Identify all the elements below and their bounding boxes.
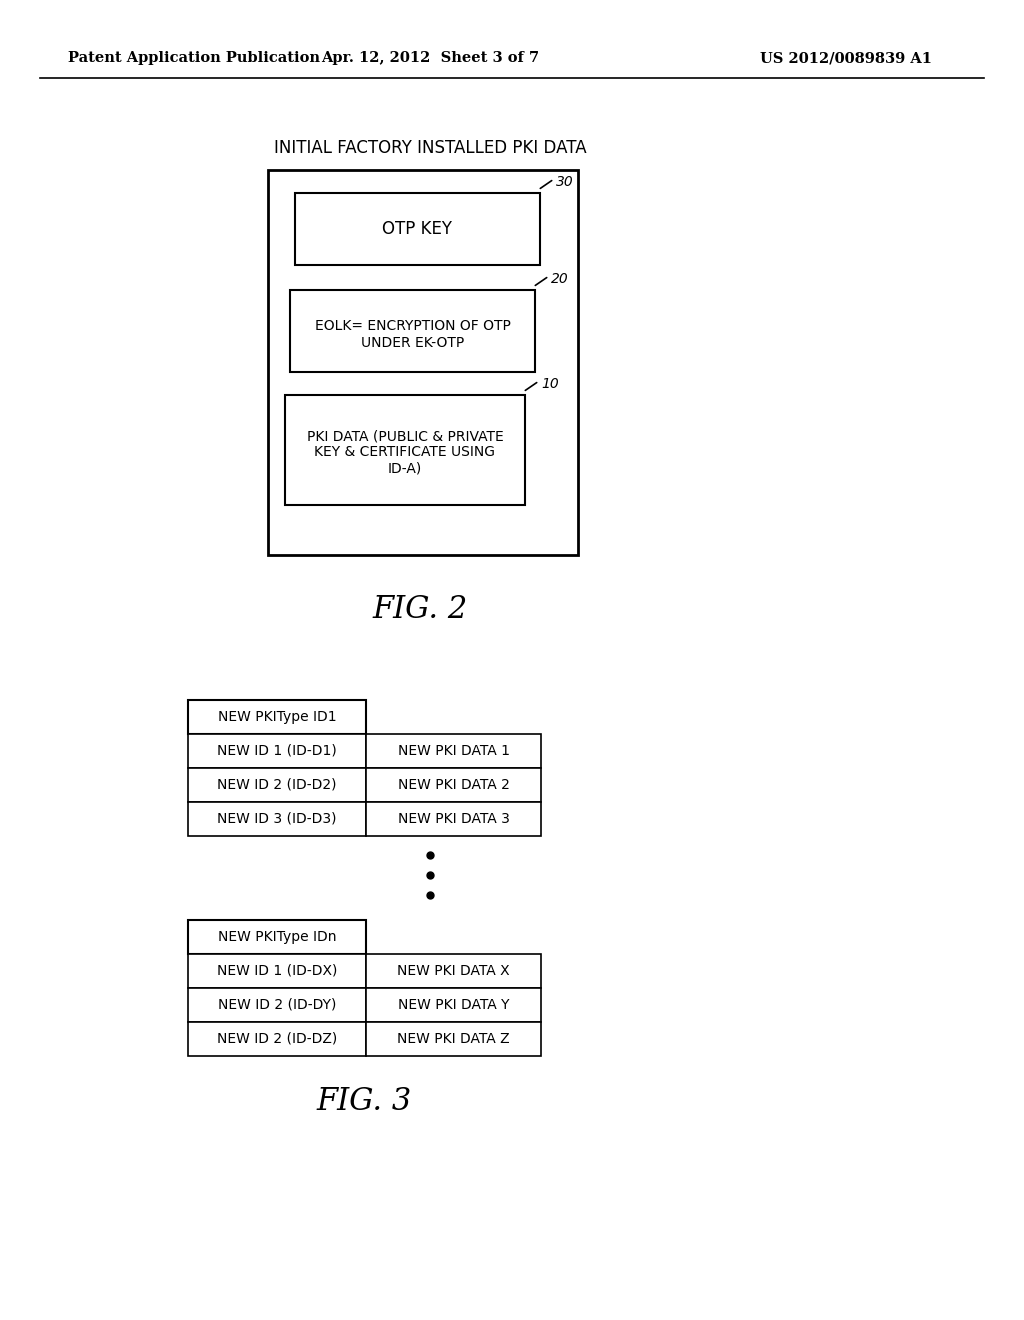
Bar: [268, 170, 578, 554]
Text: NEW PKI DATA Z: NEW PKI DATA Z: [397, 1032, 510, 1045]
Text: NEW ID 1 (ID-D1): NEW ID 1 (ID-D1): [217, 744, 337, 758]
Text: 20: 20: [551, 272, 568, 286]
Bar: [188, 768, 366, 803]
Bar: [366, 987, 541, 1022]
Text: NEW ID 1 (ID-DX): NEW ID 1 (ID-DX): [217, 964, 337, 978]
Text: INITIAL FACTORY INSTALLED PKI DATA: INITIAL FACTORY INSTALLED PKI DATA: [273, 139, 587, 157]
Bar: [295, 193, 540, 265]
Text: 10: 10: [541, 378, 559, 391]
Bar: [188, 700, 366, 734]
Bar: [366, 954, 541, 987]
Text: KEY & CERTIFICATE USING: KEY & CERTIFICATE USING: [314, 445, 496, 459]
Text: OTP KEY: OTP KEY: [383, 220, 453, 238]
Text: PKI DATA (PUBLIC & PRIVATE: PKI DATA (PUBLIC & PRIVATE: [306, 429, 504, 444]
Bar: [188, 734, 366, 768]
Text: NEW ID 3 (ID-D3): NEW ID 3 (ID-D3): [217, 812, 337, 826]
Bar: [188, 987, 366, 1022]
Text: ID-A): ID-A): [388, 461, 422, 475]
Bar: [188, 954, 366, 987]
Text: NEW PKI DATA X: NEW PKI DATA X: [397, 964, 510, 978]
Bar: [188, 920, 366, 954]
Bar: [188, 1022, 366, 1056]
Text: 30: 30: [556, 176, 573, 189]
Text: Patent Application Publication: Patent Application Publication: [68, 51, 319, 65]
Bar: [285, 395, 525, 506]
Text: UNDER EK-OTP: UNDER EK-OTP: [360, 337, 464, 350]
Text: NEW ID 2 (ID-DY): NEW ID 2 (ID-DY): [218, 998, 336, 1012]
Text: NEW PKIType ID1: NEW PKIType ID1: [218, 710, 336, 723]
Text: US 2012/0089839 A1: US 2012/0089839 A1: [760, 51, 932, 65]
Text: EOLK= ENCRYPTION OF OTP: EOLK= ENCRYPTION OF OTP: [314, 319, 510, 333]
Bar: [366, 1022, 541, 1056]
Text: NEW PKI DATA 1: NEW PKI DATA 1: [397, 744, 510, 758]
Text: FIG. 2: FIG. 2: [373, 594, 468, 626]
Bar: [366, 768, 541, 803]
Text: NEW PKI DATA 2: NEW PKI DATA 2: [397, 777, 509, 792]
Text: NEW ID 2 (ID-DZ): NEW ID 2 (ID-DZ): [217, 1032, 337, 1045]
Bar: [188, 803, 366, 836]
Bar: [366, 734, 541, 768]
Bar: [366, 803, 541, 836]
Bar: [290, 290, 535, 372]
Text: NEW PKI DATA 3: NEW PKI DATA 3: [397, 812, 509, 826]
Text: NEW ID 2 (ID-D2): NEW ID 2 (ID-D2): [217, 777, 337, 792]
Text: Apr. 12, 2012  Sheet 3 of 7: Apr. 12, 2012 Sheet 3 of 7: [321, 51, 539, 65]
Text: NEW PKI DATA Y: NEW PKI DATA Y: [397, 998, 509, 1012]
Text: FIG. 3: FIG. 3: [316, 1085, 412, 1117]
Text: NEW PKIType IDn: NEW PKIType IDn: [218, 931, 336, 944]
